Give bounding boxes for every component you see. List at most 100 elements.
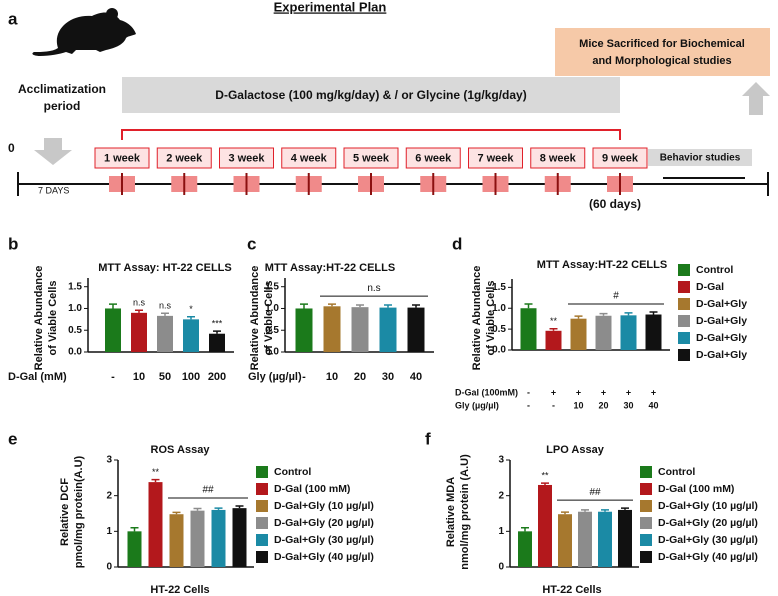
y-axis-label: Relative Abundance bbox=[33, 266, 45, 371]
error-bar bbox=[172, 511, 181, 515]
x-tick-label: 50 bbox=[159, 371, 171, 383]
legend-label: D-Gal+Gly bbox=[696, 349, 747, 361]
table-cell: + bbox=[626, 387, 631, 397]
table-cell: 40 bbox=[648, 400, 658, 410]
table-cell: + bbox=[601, 387, 606, 397]
error-bar bbox=[601, 509, 609, 512]
bar bbox=[127, 531, 142, 567]
legend-swatch bbox=[678, 315, 690, 327]
error-bar bbox=[130, 527, 139, 532]
y-tick-label: 0.0 bbox=[492, 345, 506, 356]
error-bar bbox=[235, 505, 244, 509]
table-cell: - bbox=[527, 400, 530, 410]
error-bar bbox=[384, 304, 392, 308]
x-tick-label: 40 bbox=[410, 371, 422, 383]
x-tick-label: - bbox=[302, 371, 306, 383]
bar bbox=[379, 307, 397, 352]
bar bbox=[209, 333, 225, 352]
table-cell: + bbox=[576, 387, 581, 397]
table-row-label: Gly (µg/µl) bbox=[455, 400, 499, 410]
y-axis-label: pmol/mg protein(A.U) bbox=[73, 455, 85, 568]
legend-swatch bbox=[640, 534, 652, 546]
error-bar bbox=[109, 303, 117, 309]
error-bar bbox=[161, 312, 169, 316]
y-tick-label: 3 bbox=[106, 455, 112, 466]
bar bbox=[620, 315, 637, 350]
panel-letter: f bbox=[425, 429, 431, 448]
bar bbox=[538, 484, 552, 567]
bar bbox=[645, 314, 662, 350]
legend-label: D-Gal+Gly (40 µg/µl) bbox=[274, 551, 374, 563]
table-cell: + bbox=[551, 387, 556, 397]
bar bbox=[148, 482, 163, 567]
week-box bbox=[156, 147, 212, 169]
bar bbox=[211, 509, 226, 567]
table-cell: - bbox=[527, 387, 530, 397]
bar bbox=[169, 514, 184, 567]
y-tick-label: 0.0 bbox=[68, 347, 82, 358]
table-cell: + bbox=[651, 387, 656, 397]
y-axis-label: Relative Abundance bbox=[471, 266, 483, 371]
error-bar bbox=[300, 303, 308, 309]
behavior-box bbox=[648, 149, 752, 166]
up-arrow bbox=[742, 82, 770, 115]
legend-swatch bbox=[256, 551, 268, 563]
bar bbox=[578, 511, 592, 567]
y-axis-label: Relative MDA bbox=[445, 477, 457, 547]
y-tick-label: 0 bbox=[498, 562, 504, 573]
error-bar bbox=[649, 311, 658, 315]
y-tick-label: 0.5 bbox=[492, 324, 506, 335]
week-box bbox=[468, 147, 523, 169]
error-bar bbox=[561, 511, 569, 515]
significance: *** bbox=[212, 318, 223, 328]
x-axis-label: HT-22 Cells bbox=[542, 584, 601, 596]
week-box bbox=[592, 147, 648, 169]
y-tick-label: 0.5 bbox=[265, 325, 279, 336]
legend-swatch bbox=[256, 466, 268, 478]
bar bbox=[295, 308, 313, 352]
error-bar bbox=[621, 507, 629, 510]
legend-swatch bbox=[640, 517, 652, 529]
bar bbox=[595, 315, 612, 350]
bar bbox=[545, 330, 562, 350]
significance: * bbox=[189, 304, 193, 314]
legend-swatch bbox=[640, 551, 652, 563]
bar bbox=[190, 510, 205, 567]
sacrifice-box bbox=[555, 28, 770, 76]
week-label: 9 week bbox=[602, 152, 639, 164]
sacrifice-label: Mice Sacrificed for Biochemical bbox=[579, 38, 745, 50]
x-axis-label: D-Gal (mM) bbox=[8, 371, 67, 383]
y-tick-label: 1.5 bbox=[265, 281, 279, 292]
acclimatization: Acclimatization bbox=[18, 82, 106, 96]
table-cell: - bbox=[552, 400, 555, 410]
y-tick-label: 3 bbox=[498, 455, 504, 466]
y-tick-label: 0 bbox=[106, 562, 112, 573]
legend-label: D-Gal+Gly (40 µg/µl) bbox=[658, 551, 758, 563]
acclimatization: period bbox=[44, 99, 81, 113]
chart-title: ROS Assay bbox=[151, 444, 211, 456]
x-tick-label: - bbox=[111, 371, 115, 383]
error-bar bbox=[524, 303, 533, 309]
legend-swatch bbox=[256, 500, 268, 512]
panel-letter: c bbox=[247, 234, 256, 253]
legend-label: D-Gal+Gly bbox=[696, 298, 747, 310]
x-tick-label: 20 bbox=[354, 371, 366, 383]
bracket-label: # bbox=[613, 291, 619, 302]
error-bar bbox=[356, 304, 364, 308]
bar bbox=[558, 514, 572, 567]
significance: n.s bbox=[159, 301, 172, 311]
significance: n.s bbox=[133, 298, 146, 308]
error-bar bbox=[624, 312, 633, 316]
x-tick-label: 10 bbox=[326, 371, 338, 383]
y-tick-label: 1 bbox=[498, 526, 504, 537]
week-label: 7 week bbox=[477, 152, 514, 164]
legend-swatch bbox=[678, 332, 690, 344]
y-axis-label: of Viable Cells bbox=[47, 281, 59, 356]
legend-label: D-Gal (100 mM) bbox=[658, 483, 734, 495]
panel-letter: b bbox=[8, 234, 18, 253]
significance: ** bbox=[152, 467, 160, 477]
y-tick-label: 1 bbox=[106, 526, 112, 537]
error-bar bbox=[151, 478, 160, 483]
table-cell: 30 bbox=[623, 400, 633, 410]
week-label: 1 week bbox=[104, 152, 141, 164]
